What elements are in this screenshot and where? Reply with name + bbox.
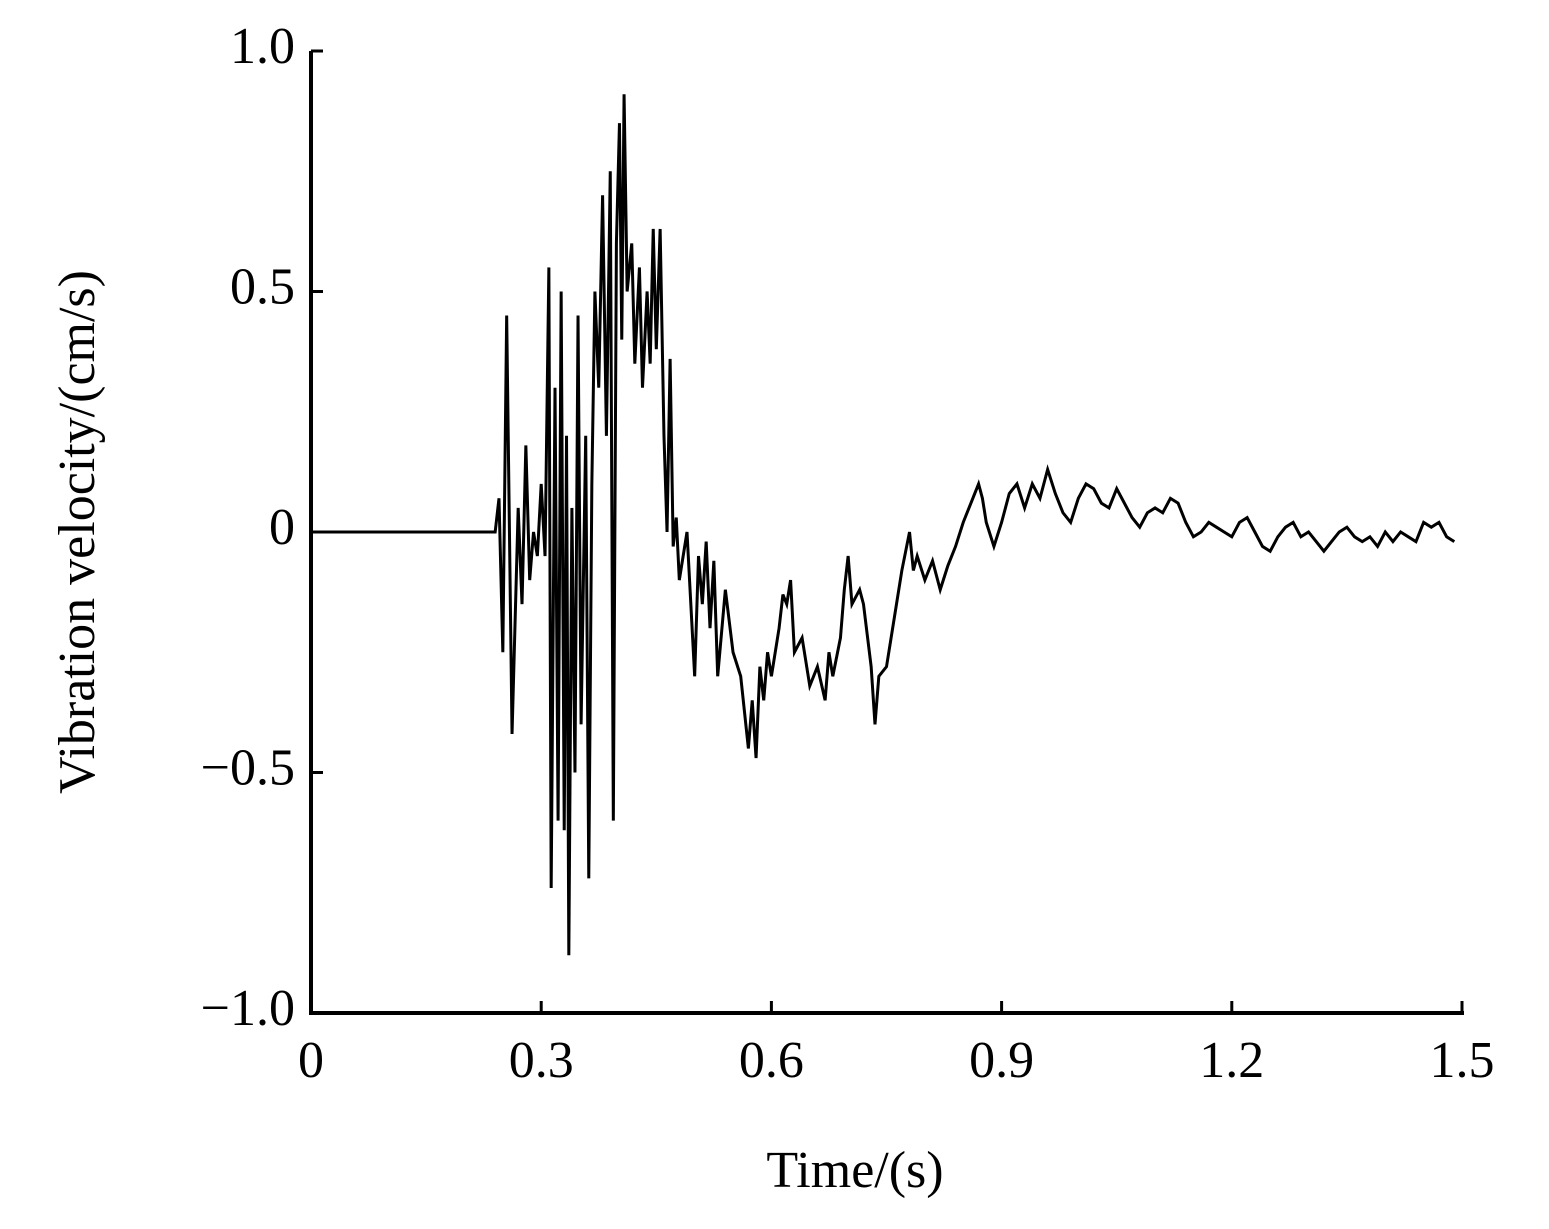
y-tick-label: −1.0 bbox=[201, 980, 295, 1037]
x-tick-label: 0 bbox=[298, 1032, 324, 1089]
x-tick-label: 0.3 bbox=[509, 1032, 574, 1089]
x-tick-label: 0.9 bbox=[969, 1032, 1034, 1089]
y-tick-label: 0.5 bbox=[230, 258, 295, 315]
y-tick-label: −0.5 bbox=[201, 739, 295, 796]
x-axis-title: Time/(s) bbox=[766, 1142, 943, 1199]
y-axis-title: Vibration velocity/(cm/s) bbox=[49, 270, 106, 794]
x-tick-label: 0.6 bbox=[739, 1032, 804, 1089]
y-tick-label: 1.0 bbox=[230, 18, 295, 75]
x-tick-label: 1.5 bbox=[1430, 1032, 1495, 1089]
x-tick-label: 1.2 bbox=[1199, 1032, 1264, 1089]
data-line bbox=[311, 94, 1456, 956]
y-tick-label: 0 bbox=[269, 499, 295, 556]
